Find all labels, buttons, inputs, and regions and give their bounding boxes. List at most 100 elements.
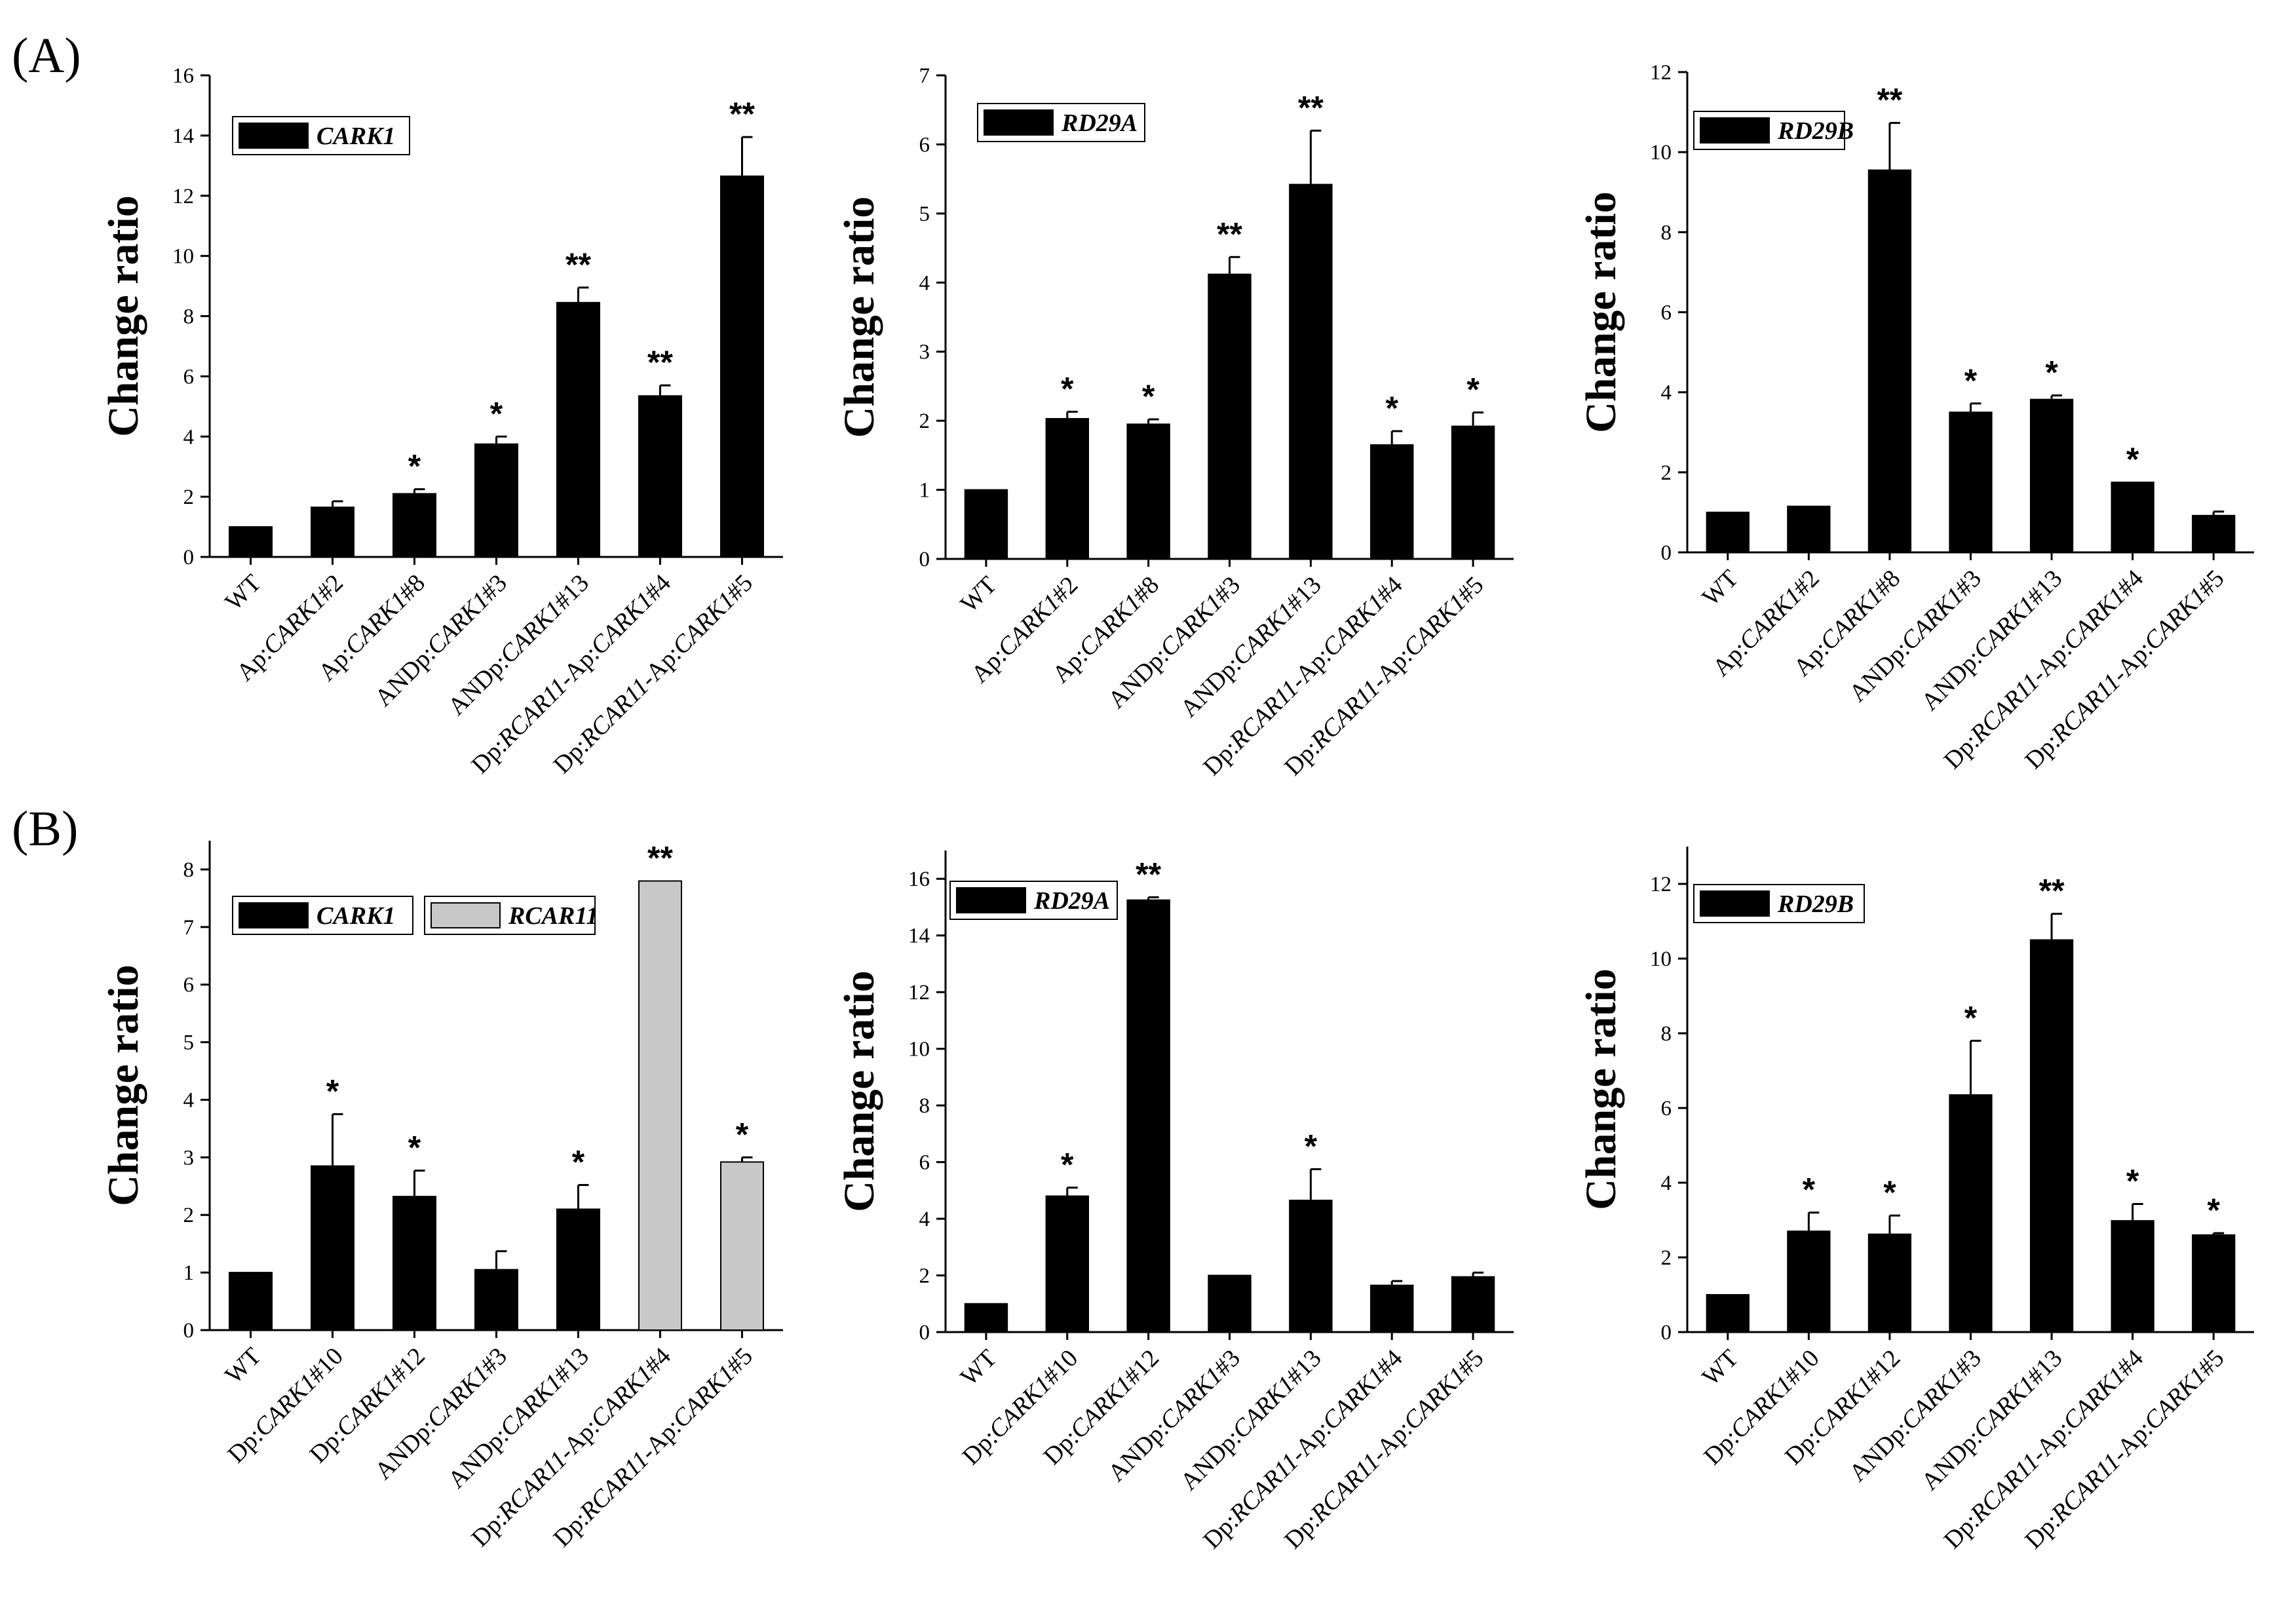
legend-swatch [430, 902, 501, 928]
y-tick-label: 6 [1661, 1097, 1672, 1120]
x-tick-label: ANDp:CARK1#13 [1916, 1345, 2067, 1496]
y-tick-label: 4 [919, 1208, 930, 1231]
y-axis-label: Change ratio [1577, 191, 1625, 432]
bar-b2-5 [1370, 1284, 1414, 1333]
significance-mark: * [408, 1130, 421, 1166]
bar-b1-2 [392, 1196, 436, 1331]
significance-mark: * [1803, 1172, 1816, 1208]
bar-a2-6 [1451, 425, 1495, 560]
y-tick-label: 0 [1661, 541, 1672, 565]
y-axis-label: Change ratio [835, 970, 883, 1212]
y-tick-label: 3 [919, 341, 930, 364]
y-tick-label: 2 [183, 486, 195, 509]
y-tick-label: 10 [1650, 141, 1672, 164]
x-tick-label: ANDp:CARK1#13 [443, 569, 594, 721]
y-tick-label: 2 [1661, 461, 1672, 485]
y-tick-label: 12 [1650, 61, 1672, 85]
x-tick-label: WT [955, 1345, 1002, 1391]
y-tick-label: 3 [183, 1146, 195, 1170]
y-tick-label: 10 [1650, 947, 1672, 971]
bar-b1-3 [474, 1269, 518, 1331]
legend-label: RD29A [1033, 887, 1110, 915]
significance-mark: ** [1136, 856, 1161, 892]
significance-mark: * [490, 395, 503, 432]
bar-a2-4 [1289, 183, 1333, 560]
y-tick-label: 0 [919, 548, 930, 571]
y-tick-label: 8 [1661, 221, 1672, 244]
bar-a1-1 [311, 506, 354, 558]
significance-mark: * [1385, 390, 1398, 427]
legend-label: RD29B [1777, 890, 1854, 918]
bar-a3-6 [2192, 514, 2236, 554]
significance-mark: * [1305, 1128, 1318, 1164]
significance-mark: * [1883, 1174, 1896, 1211]
bar-b1-1 [311, 1165, 354, 1331]
bar-a2-2 [1126, 423, 1170, 560]
bar-b1-0 [229, 1272, 273, 1331]
bar-a3-1 [1787, 505, 1831, 553]
y-tick-label: 7 [919, 64, 930, 88]
bar-a3-0 [1706, 511, 1750, 554]
panel-label-b: (B) [12, 801, 78, 856]
legend-label: RCAR11 [508, 902, 598, 930]
significance-mark: * [408, 448, 421, 485]
bar-a3-2 [1867, 169, 1912, 553]
significance-mark: * [1964, 362, 1978, 399]
bar-a1-6 [720, 175, 764, 558]
y-tick-label: 4 [183, 425, 195, 449]
y-tick-label: 14 [172, 124, 194, 148]
y-tick-label: 4 [1661, 1172, 1672, 1195]
x-tick-label: ANDp:CARK1#13 [1175, 1345, 1326, 1496]
bar-a3-3 [1949, 411, 1993, 553]
x-tick-label: WT [955, 571, 1002, 618]
y-tick-label: 6 [919, 133, 930, 157]
legend-swatch [239, 902, 309, 928]
bar-b2-4 [1289, 1199, 1333, 1333]
bar-a3-5 [2111, 482, 2154, 554]
x-tick-label: ANDp:CARK1#13 [1916, 565, 2067, 716]
bar-b3-5 [2111, 1220, 2154, 1333]
legend-swatch [984, 109, 1054, 136]
bar-a3-4 [2029, 398, 2074, 554]
x-tick-label: WT [220, 1343, 266, 1389]
significance-mark: * [1964, 999, 1978, 1036]
y-tick-label: 0 [183, 1319, 195, 1343]
y-tick-label: 2 [919, 410, 930, 433]
y-tick-label: 6 [1661, 301, 1672, 325]
significance-mark: * [1061, 1147, 1074, 1183]
x-tick-label: WT [1697, 1345, 1744, 1391]
y-axis-label: Change ratio [100, 195, 147, 436]
bar-a1-0 [229, 526, 273, 558]
bar-b1-4 [556, 1208, 600, 1331]
y-tick-label: 6 [919, 1151, 930, 1175]
bar-a1-4 [556, 301, 600, 558]
bar-a2-5 [1370, 444, 1414, 560]
significance-mark: ** [1877, 82, 1902, 119]
bar-b2-2 [1126, 899, 1170, 1333]
y-tick-label: 5 [919, 202, 930, 226]
y-tick-label: 8 [183, 305, 195, 329]
legend-swatch [1700, 890, 1770, 917]
legend-swatch [239, 123, 309, 149]
significance-mark: * [736, 1116, 749, 1153]
bar-a2-0 [964, 489, 1008, 560]
y-tick-label: 10 [172, 245, 194, 269]
y-tick-label: 12 [908, 981, 930, 1004]
y-tick-label: 4 [1661, 381, 1672, 405]
significance-mark: * [2207, 1192, 2220, 1229]
y-tick-label: 6 [183, 974, 195, 997]
bar-b3-3 [1949, 1094, 1993, 1333]
y-tick-label: 12 [1650, 873, 1672, 896]
significance-mark: ** [565, 246, 591, 283]
x-tick-label: WT [220, 569, 266, 616]
y-tick-label: 2 [183, 1204, 195, 1227]
y-tick-label: 7 [183, 916, 195, 940]
y-tick-label: 2 [919, 1265, 930, 1288]
significance-mark: * [2126, 1162, 2139, 1199]
x-tick-label: ANDp:CARK1#13 [1175, 571, 1326, 723]
y-tick-label: 16 [908, 868, 930, 891]
y-axis-label: Change ratio [100, 964, 147, 1206]
